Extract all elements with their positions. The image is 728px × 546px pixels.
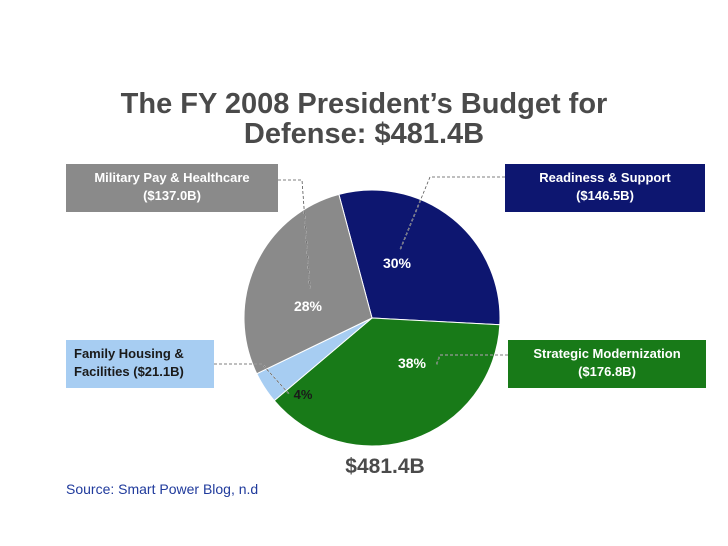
chart-title: The FY 2008 President’s Budget for [120, 88, 608, 120]
chart-title-line2: Defense: $481.4B [243, 118, 485, 150]
percent-label-family-housing: 4% [294, 387, 313, 402]
legend-amount-military-pay: ($137.0B) [143, 188, 201, 203]
total-label: $481.4B [345, 455, 424, 478]
leader-line-dark-readiness [399, 176, 505, 251]
percent-label-strategic-modernization: 38% [398, 355, 427, 371]
legend-label-readiness: Readiness & Support [539, 170, 671, 185]
legend-amount-readiness: ($146.5B) [576, 188, 634, 203]
legend-label-military-pay: Military Pay & Healthcare [94, 170, 250, 185]
legend-box-military-pay: Military Pay & Healthcare ($137.0B) [66, 164, 278, 212]
legend-box-readiness: Readiness & Support ($146.5B) [505, 164, 705, 212]
pie-slice-military-pay [243, 193, 373, 375]
leader-line-dark-family-housing [214, 363, 291, 396]
legend-amount-strategic-modernization: ($176.8B) [578, 364, 636, 379]
legend-label-strategic-modernization: Strategic Modernization [533, 346, 681, 361]
percent-label-readiness: 30% [383, 255, 412, 271]
legend-box-family-housing: Family Housing & Facilities ($21.1B) [66, 340, 214, 388]
pie-slice-readiness [338, 189, 501, 326]
legend-label-family-housing-line2: Facilities ($21.1B) [74, 364, 184, 379]
pie-slice-strategic-modernization [273, 317, 501, 447]
source-note: Source: Smart Power Blog, n.d [66, 481, 259, 497]
legend-box-strategic-modernization: Strategic Modernization ($176.8B) [508, 340, 706, 388]
percent-label-military-pay: 28% [294, 298, 323, 314]
legend-label-family-housing: Family Housing & [74, 346, 184, 361]
leader-line-dark-military-pay [278, 179, 311, 291]
leader-line-dark-strategic-modernization [435, 354, 508, 367]
